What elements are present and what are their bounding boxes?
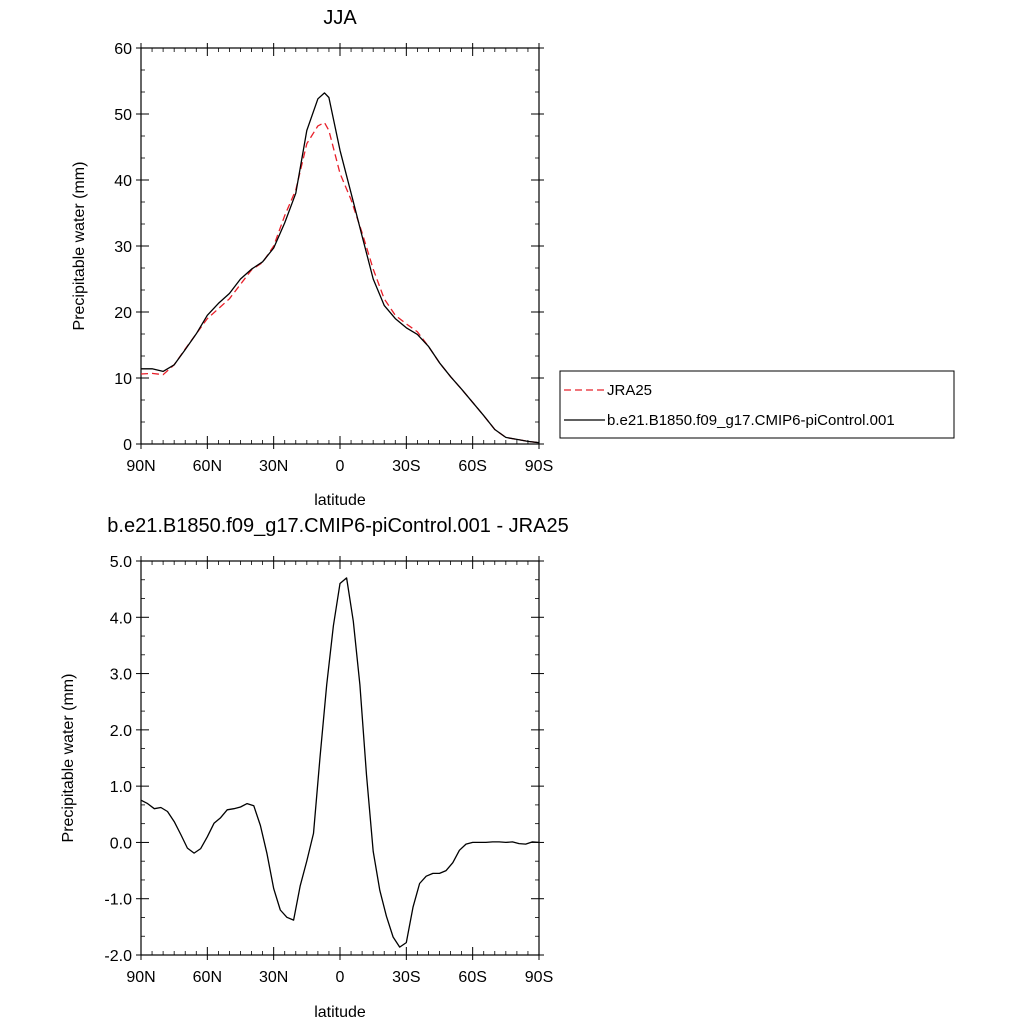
chart-title-jja: JJA	[323, 7, 357, 29]
y-tick-label: 1.0	[110, 779, 132, 796]
x-tick-label: 30S	[392, 458, 420, 475]
series-line-jra25	[140, 121, 540, 444]
series-line-difference-0	[140, 577, 540, 948]
y-tick-label: 2.0	[110, 723, 132, 740]
series-lines-bottom	[140, 577, 540, 948]
x-tick-label: 30S	[392, 969, 420, 986]
y-axis-label-top: Precipitable water (mm)	[71, 162, 88, 331]
x-axis-label-top: latitude	[314, 492, 366, 509]
panel-difference: b.e21.B1850.f09_g17.CMIP6-piControl.001 …	[60, 515, 569, 1021]
x-tick-label: 90N	[126, 458, 155, 475]
x-tick-label: 90S	[525, 969, 553, 986]
x-tick-label: 30N	[259, 969, 288, 986]
series-lines-top	[140, 92, 540, 444]
legend-box	[559, 370, 955, 439]
y-axis-top: 0 10 20 30 40 50 60	[114, 41, 544, 454]
x-tick-label: 0	[336, 458, 345, 475]
y-tick-label: 4.0	[110, 610, 132, 627]
x-tick-label: 60N	[193, 969, 222, 986]
y-axis-bottom: -2.0 -1.0 0.0 1.0 2.0 3.0 4.0 5.0	[104, 554, 544, 965]
y-tick-label: 30	[114, 239, 132, 256]
y-tick-label: 5.0	[110, 554, 132, 571]
y-tick-label: 20	[114, 305, 132, 322]
legend-label-model: b.e21.B1850.f09_g17.CMIP6-piControl.001	[607, 412, 895, 429]
x-tick-label: 0	[336, 969, 345, 986]
y-tick-label: 50	[114, 107, 132, 124]
plot-frame-bottom	[140, 560, 540, 956]
y-tick-label: 10	[114, 371, 132, 388]
legend: JRA25 b.e21.B1850.f09_g17.CMIP6-piContro…	[559, 370, 955, 439]
y-axis-label-bottom: Precipitable water (mm)	[60, 674, 77, 843]
y-tick-label: 60	[114, 41, 132, 58]
x-axis-label-bottom: latitude	[314, 1004, 366, 1021]
y-tick-label: 0	[123, 437, 132, 454]
legend-label-jra25: JRA25	[607, 382, 652, 399]
x-tick-label: 60N	[193, 458, 222, 475]
y-tick-label: -2.0	[104, 948, 132, 965]
x-tick-label: 90S	[525, 458, 553, 475]
plot-frame-top	[140, 47, 540, 445]
x-tick-label: 60S	[458, 969, 486, 986]
x-tick-label: 90N	[126, 969, 155, 986]
y-tick-label: -1.0	[104, 892, 132, 909]
series-line-b-e21-b1850-f09-g17-cmip6-picontrol-001	[141, 92, 540, 444]
x-axis-top: 90N 60N 30N 0 30S 60S 90S	[126, 43, 553, 475]
y-tick-label: 40	[114, 173, 132, 190]
x-tick-label: 60S	[458, 458, 486, 475]
panel-climatology: JJA 90N 60N 30N 0 30S 60S 90S 0 10 20 30 40 50 60 la…	[71, 7, 553, 509]
x-tick-label: 30N	[259, 458, 288, 475]
y-tick-label: 3.0	[110, 667, 132, 684]
chart-title-difference: b.e21.B1850.f09_g17.CMIP6-piControl.001 …	[107, 515, 568, 537]
y-tick-label: 0.0	[110, 835, 132, 852]
x-axis-bottom: 90N 60N 30N 0 30S 60S 90S	[126, 556, 553, 986]
